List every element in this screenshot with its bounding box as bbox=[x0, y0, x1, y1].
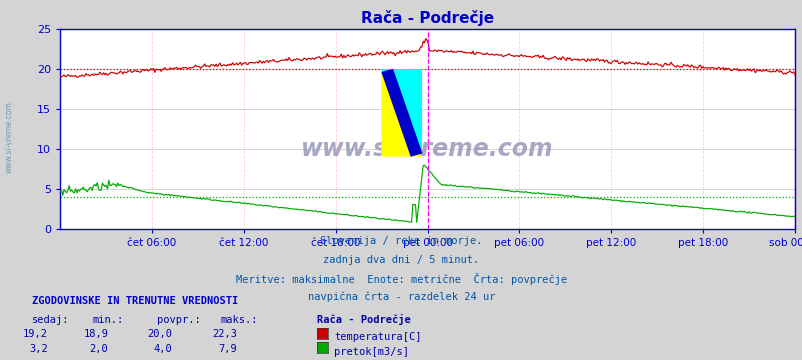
Text: 4,0: 4,0 bbox=[154, 344, 172, 354]
Polygon shape bbox=[381, 69, 422, 157]
Text: maks.:: maks.: bbox=[221, 315, 258, 325]
Text: sedaj:: sedaj: bbox=[32, 315, 70, 325]
Title: Rača - Podrečje: Rača - Podrečje bbox=[361, 10, 493, 26]
Text: zadnja dva dni / 5 minut.: zadnja dva dni / 5 minut. bbox=[323, 255, 479, 265]
Text: 2,0: 2,0 bbox=[90, 344, 108, 354]
Text: 7,9: 7,9 bbox=[218, 344, 237, 354]
Polygon shape bbox=[381, 69, 422, 157]
Text: www.si-vreme.com: www.si-vreme.com bbox=[5, 101, 14, 173]
Text: 18,9: 18,9 bbox=[83, 329, 108, 339]
Text: 19,2: 19,2 bbox=[23, 329, 48, 339]
Text: Meritve: maksimalne  Enote: metrične  Črta: povprečje: Meritve: maksimalne Enote: metrične Črta… bbox=[236, 273, 566, 285]
Text: ZGODOVINSKE IN TRENUTNE VREDNOSTI: ZGODOVINSKE IN TRENUTNE VREDNOSTI bbox=[32, 296, 238, 306]
Text: pretok[m3/s]: pretok[m3/s] bbox=[334, 347, 408, 357]
Text: Rača - Podrečje: Rača - Podrečje bbox=[317, 314, 411, 325]
Text: 22,3: 22,3 bbox=[212, 329, 237, 339]
Text: 20,0: 20,0 bbox=[148, 329, 172, 339]
Text: www.si-vreme.com: www.si-vreme.com bbox=[301, 137, 553, 161]
Text: temperatura[C]: temperatura[C] bbox=[334, 332, 421, 342]
Text: min.:: min.: bbox=[92, 315, 124, 325]
Text: Slovenija / reke in morje.: Slovenija / reke in morje. bbox=[320, 236, 482, 246]
Polygon shape bbox=[381, 69, 422, 157]
Text: navpična črta - razdelek 24 ur: navpična črta - razdelek 24 ur bbox=[307, 292, 495, 302]
Text: povpr.:: povpr.: bbox=[156, 315, 200, 325]
Text: 3,2: 3,2 bbox=[30, 344, 48, 354]
